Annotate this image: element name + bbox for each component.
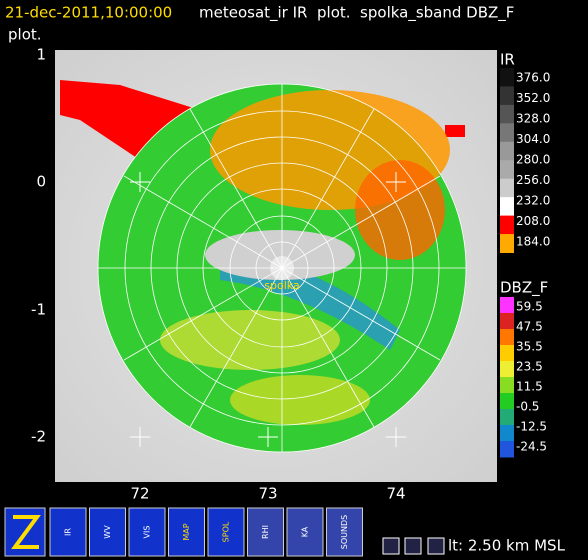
colorbar-swatch	[500, 345, 514, 362]
layer-button[interactable]	[49, 507, 87, 557]
colorbar-label: 59.5	[516, 300, 543, 314]
colorbar-title: IR	[500, 51, 515, 69]
lat-label: 1	[36, 46, 46, 64]
colorbar-label: 11.5	[516, 380, 543, 394]
layer-button-label: WV	[103, 525, 112, 539]
layer-button-label: MAP	[182, 523, 191, 540]
colorbar-label: 352.0	[516, 91, 550, 105]
title: meteosat_ir IR plot. spolka_sband DBZ_F	[199, 4, 514, 23]
colorbar-label: 47.5	[516, 320, 543, 334]
lon-label: 72	[130, 485, 149, 503]
colorbar-swatch	[500, 123, 514, 143]
colorbar-swatch	[500, 104, 514, 124]
grid-crosses	[130, 172, 406, 447]
colorbar-swatch	[500, 425, 514, 442]
layer-button-label: RHI	[261, 525, 270, 539]
layer-button[interactable]	[326, 507, 363, 557]
lon-label: 73	[258, 485, 277, 503]
colorbar-label: 232.0	[516, 194, 550, 208]
colorbar-label: 23.5	[516, 360, 543, 374]
colorbar-label: 304.0	[516, 132, 550, 146]
colorbar-swatch	[500, 393, 514, 410]
layer-button[interactable]	[128, 507, 166, 557]
layer-button-label: SPOL	[222, 521, 231, 542]
range-rings	[97, 83, 467, 453]
layer-button[interactable]	[247, 507, 284, 557]
colorbar-swatch	[500, 197, 514, 217]
colorbar-swatch	[500, 178, 514, 198]
radar-echo	[230, 375, 370, 425]
layer-button-label: KA	[301, 526, 310, 537]
colorbar-label: -12.5	[516, 420, 547, 434]
map: spolka	[55, 50, 497, 482]
layer-button[interactable]	[286, 507, 324, 557]
colorbar-swatch	[500, 329, 514, 346]
clear-air	[205, 230, 355, 280]
colorbar-swatch	[500, 141, 514, 161]
colorbar-swatch	[500, 68, 514, 87]
colorbar-swatch	[500, 409, 514, 426]
colorbar-label: 376.0	[516, 71, 550, 85]
colorbar-swatch	[500, 361, 514, 378]
view-button[interactable]	[427, 537, 445, 555]
view-button[interactable]	[404, 537, 422, 555]
colorbar-label: -0.5	[516, 400, 539, 414]
colorbar-swatch	[500, 234, 514, 253]
colorbar-swatch	[500, 441, 514, 458]
colorbar-label: 328.0	[516, 112, 550, 126]
colorbar-label: 280.0	[516, 153, 550, 167]
colorbar-label: 208.0	[516, 214, 550, 228]
title-wrap: plot.	[8, 26, 42, 44]
layer-button-label: SOUNDS	[340, 515, 349, 549]
colorbar-label: 184.0	[516, 235, 550, 249]
status: lt: 2.50 km MSL	[448, 537, 566, 555]
layer-button[interactable]	[207, 507, 245, 557]
layer-button-label: IR	[64, 528, 73, 536]
view-button[interactable]	[382, 537, 400, 555]
station-label: spolka	[264, 279, 299, 292]
lat-label: -2	[31, 428, 46, 446]
colorbar-swatch	[500, 297, 514, 314]
lat-label: 0	[36, 173, 46, 191]
time-label: 21-dec-2011,10:00:00	[5, 4, 172, 22]
logo	[11, 515, 41, 549]
colorbar-swatch	[500, 313, 514, 330]
radar-echo	[220, 258, 400, 350]
cold-cloud	[445, 125, 465, 137]
colorbar-swatch	[500, 160, 514, 180]
colorbar-label: 35.5	[516, 340, 543, 354]
colorbar-label: -24.5	[516, 440, 547, 454]
layer-button-label: VIS	[143, 526, 152, 539]
lon-label: 74	[386, 485, 405, 503]
colorbar-swatch	[500, 86, 514, 106]
radar-echo	[355, 160, 445, 260]
layer-button[interactable]	[168, 507, 205, 557]
colorbar-swatch	[500, 377, 514, 394]
colorbar-title: DBZ_F	[500, 279, 548, 298]
colorbar-label: 256.0	[516, 173, 550, 187]
colorbar-swatch	[500, 215, 514, 235]
layer-button[interactable]	[89, 507, 126, 557]
lat-label: -1	[31, 301, 46, 319]
